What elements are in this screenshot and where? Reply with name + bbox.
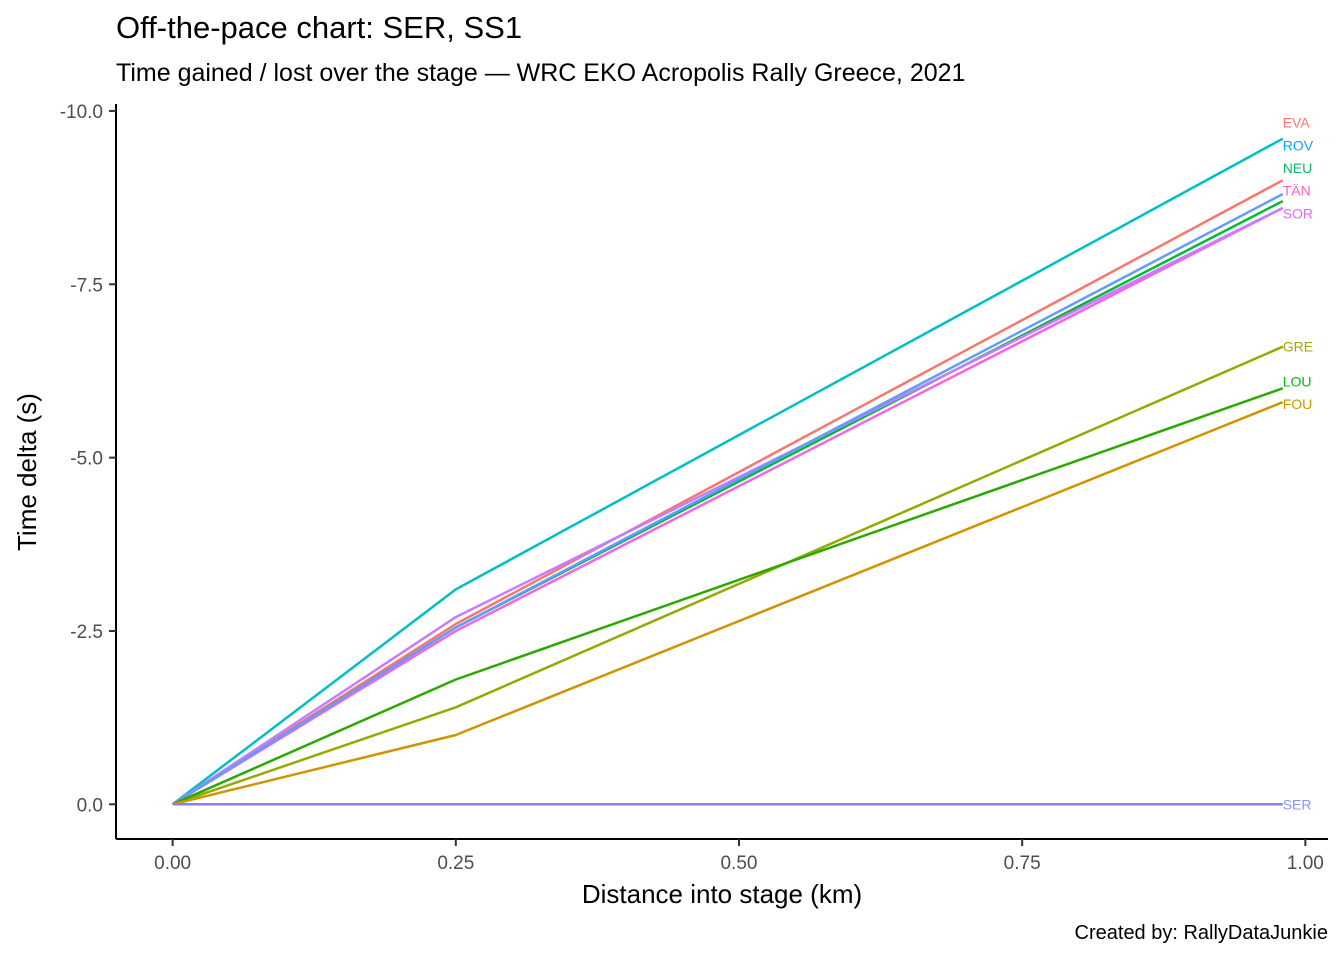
series-line-sor [171, 206, 1284, 806]
series-label-fou: FOU [1283, 396, 1313, 412]
y-tick-label: -7.5 [70, 275, 103, 296]
axis-ticks: 0.00 0.25 0.50 0.75 1.00 -10.0 -7.5 -5.0 -2.5 0.0 [60, 102, 1324, 874]
chart-caption: Created by: RallyDataJunkie [1074, 922, 1328, 944]
y-tick-label: 0.0 [77, 795, 103, 816]
series-line-gre [172, 345, 1284, 806]
series-label-eva: EVA [1283, 115, 1311, 131]
series-line-fou [172, 401, 1284, 806]
y-tick-label: -10.0 [60, 102, 103, 123]
x-axis-title: Distance into stage (km) [582, 879, 862, 909]
series-label-ser: SER [1283, 796, 1312, 812]
chart-subtitle: Time gained / lost over the stage — WRC … [116, 59, 966, 87]
series-label-neu: NEU [1283, 160, 1313, 176]
x-tick-label: 0.25 [437, 853, 474, 874]
series-label-rov: ROV [1283, 138, 1314, 154]
series-label-tän: TÄN [1283, 183, 1311, 199]
series-end-labels: EVA ROV NEU TÄN SOR GRE LOU FOU SER [1283, 115, 1314, 813]
x-tick-label: 0.00 [154, 853, 191, 874]
y-tick-label: -2.5 [70, 622, 103, 643]
chart-title: Off-the-pace chart: SER, SS1 [116, 10, 523, 45]
series-label-lou: LOU [1283, 373, 1312, 389]
x-tick-label: 0.50 [720, 853, 757, 874]
axes [115, 104, 1328, 840]
series-line-lou [172, 387, 1284, 806]
series-label-gre: GRE [1283, 339, 1313, 355]
series-line-tän [171, 206, 1284, 806]
series-label-sor: SOR [1283, 206, 1313, 222]
x-tick-label: 1.00 [1287, 853, 1324, 874]
y-axis-title: Time delta (s) [12, 393, 42, 551]
y-tick-label: -5.0 [70, 449, 103, 470]
series-lines [171, 137, 1284, 806]
x-tick-label: 0.75 [1004, 853, 1041, 874]
series-line-neu2 [171, 192, 1284, 806]
series-line-rov [171, 137, 1284, 806]
